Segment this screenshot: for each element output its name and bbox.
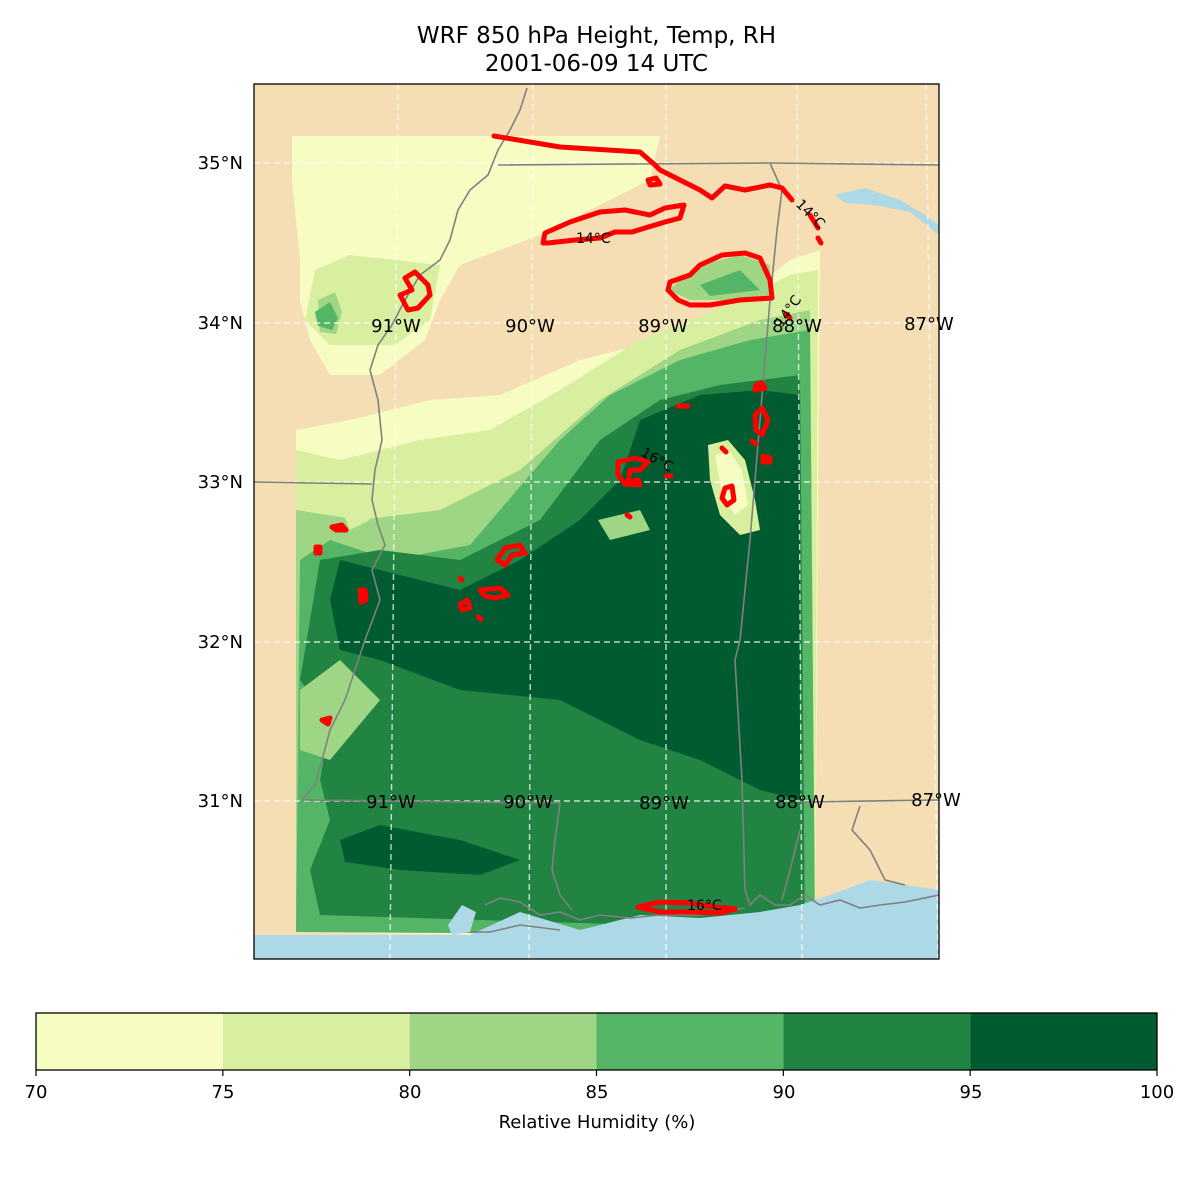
temp-label: 16°C (687, 898, 722, 914)
colorbar-segment (970, 1013, 1157, 1070)
lon-label: 91°W (371, 316, 421, 337)
colorbar-tick-label: 95 (960, 1082, 983, 1103)
lon-label: 87°W (904, 314, 954, 335)
colorbar-frame (35, 1012, 1158, 1071)
colorbar-tick-label: 100 (1140, 1082, 1174, 1103)
latitude-labels: 35°N 34°N 33°N 32°N 31°N (198, 153, 243, 812)
lon-label: 89°W (639, 793, 689, 814)
lon-label: 88°W (775, 792, 825, 813)
temp-label: 14°C (576, 231, 611, 247)
rh-fill-95 (330, 390, 800, 875)
chart-title: WRF 850 hPa Height, Temp, RH (416, 23, 777, 49)
colorbar-tick-label: 80 (399, 1082, 422, 1103)
chart-subtitle: 2001-06-09 14 UTC (484, 51, 709, 77)
lon-label: 89°W (638, 316, 688, 337)
colorbar-segment (409, 1013, 597, 1070)
lon-label: 90°W (505, 316, 555, 337)
lon-label: 90°W (503, 792, 553, 813)
state-borders (254, 87, 939, 933)
lat-label: 33°N (198, 472, 243, 493)
longitude-labels-upper: 91°W 90°W 89°W 88°W 87°W (371, 314, 954, 337)
lon-label: 91°W (366, 792, 416, 813)
colorbar-ticks: 70 75 80 85 90 95 100 (25, 1082, 1175, 1103)
temperature-contours (313, 133, 824, 916)
lat-label: 31°N (198, 791, 243, 812)
colorbar-tick-label: 70 (25, 1082, 48, 1103)
colorbar-tick-label: 90 (773, 1082, 796, 1103)
lat-label: 35°N (198, 153, 243, 174)
lat-label: 34°N (198, 313, 243, 334)
colorbar-segment (596, 1013, 784, 1070)
map-frame (253, 83, 940, 960)
colorbar-tick-label: 75 (212, 1082, 235, 1103)
colorbar-segment (36, 1013, 223, 1070)
longitude-labels-lower: 91°W 90°W 89°W 88°W 87°W (366, 790, 961, 814)
colorbar-segment (222, 1013, 410, 1070)
lon-label: 87°W (911, 790, 961, 811)
colorbar-label: Relative Humidity (%) (499, 1112, 696, 1133)
colorbar (35, 1012, 1158, 1076)
lon-label: 88°W (772, 316, 822, 337)
lat-label: 32°N (198, 632, 243, 653)
colorbar-tick-label: 85 (586, 1082, 609, 1103)
water-bodies (254, 188, 939, 959)
colorbar-segment (783, 1013, 971, 1070)
